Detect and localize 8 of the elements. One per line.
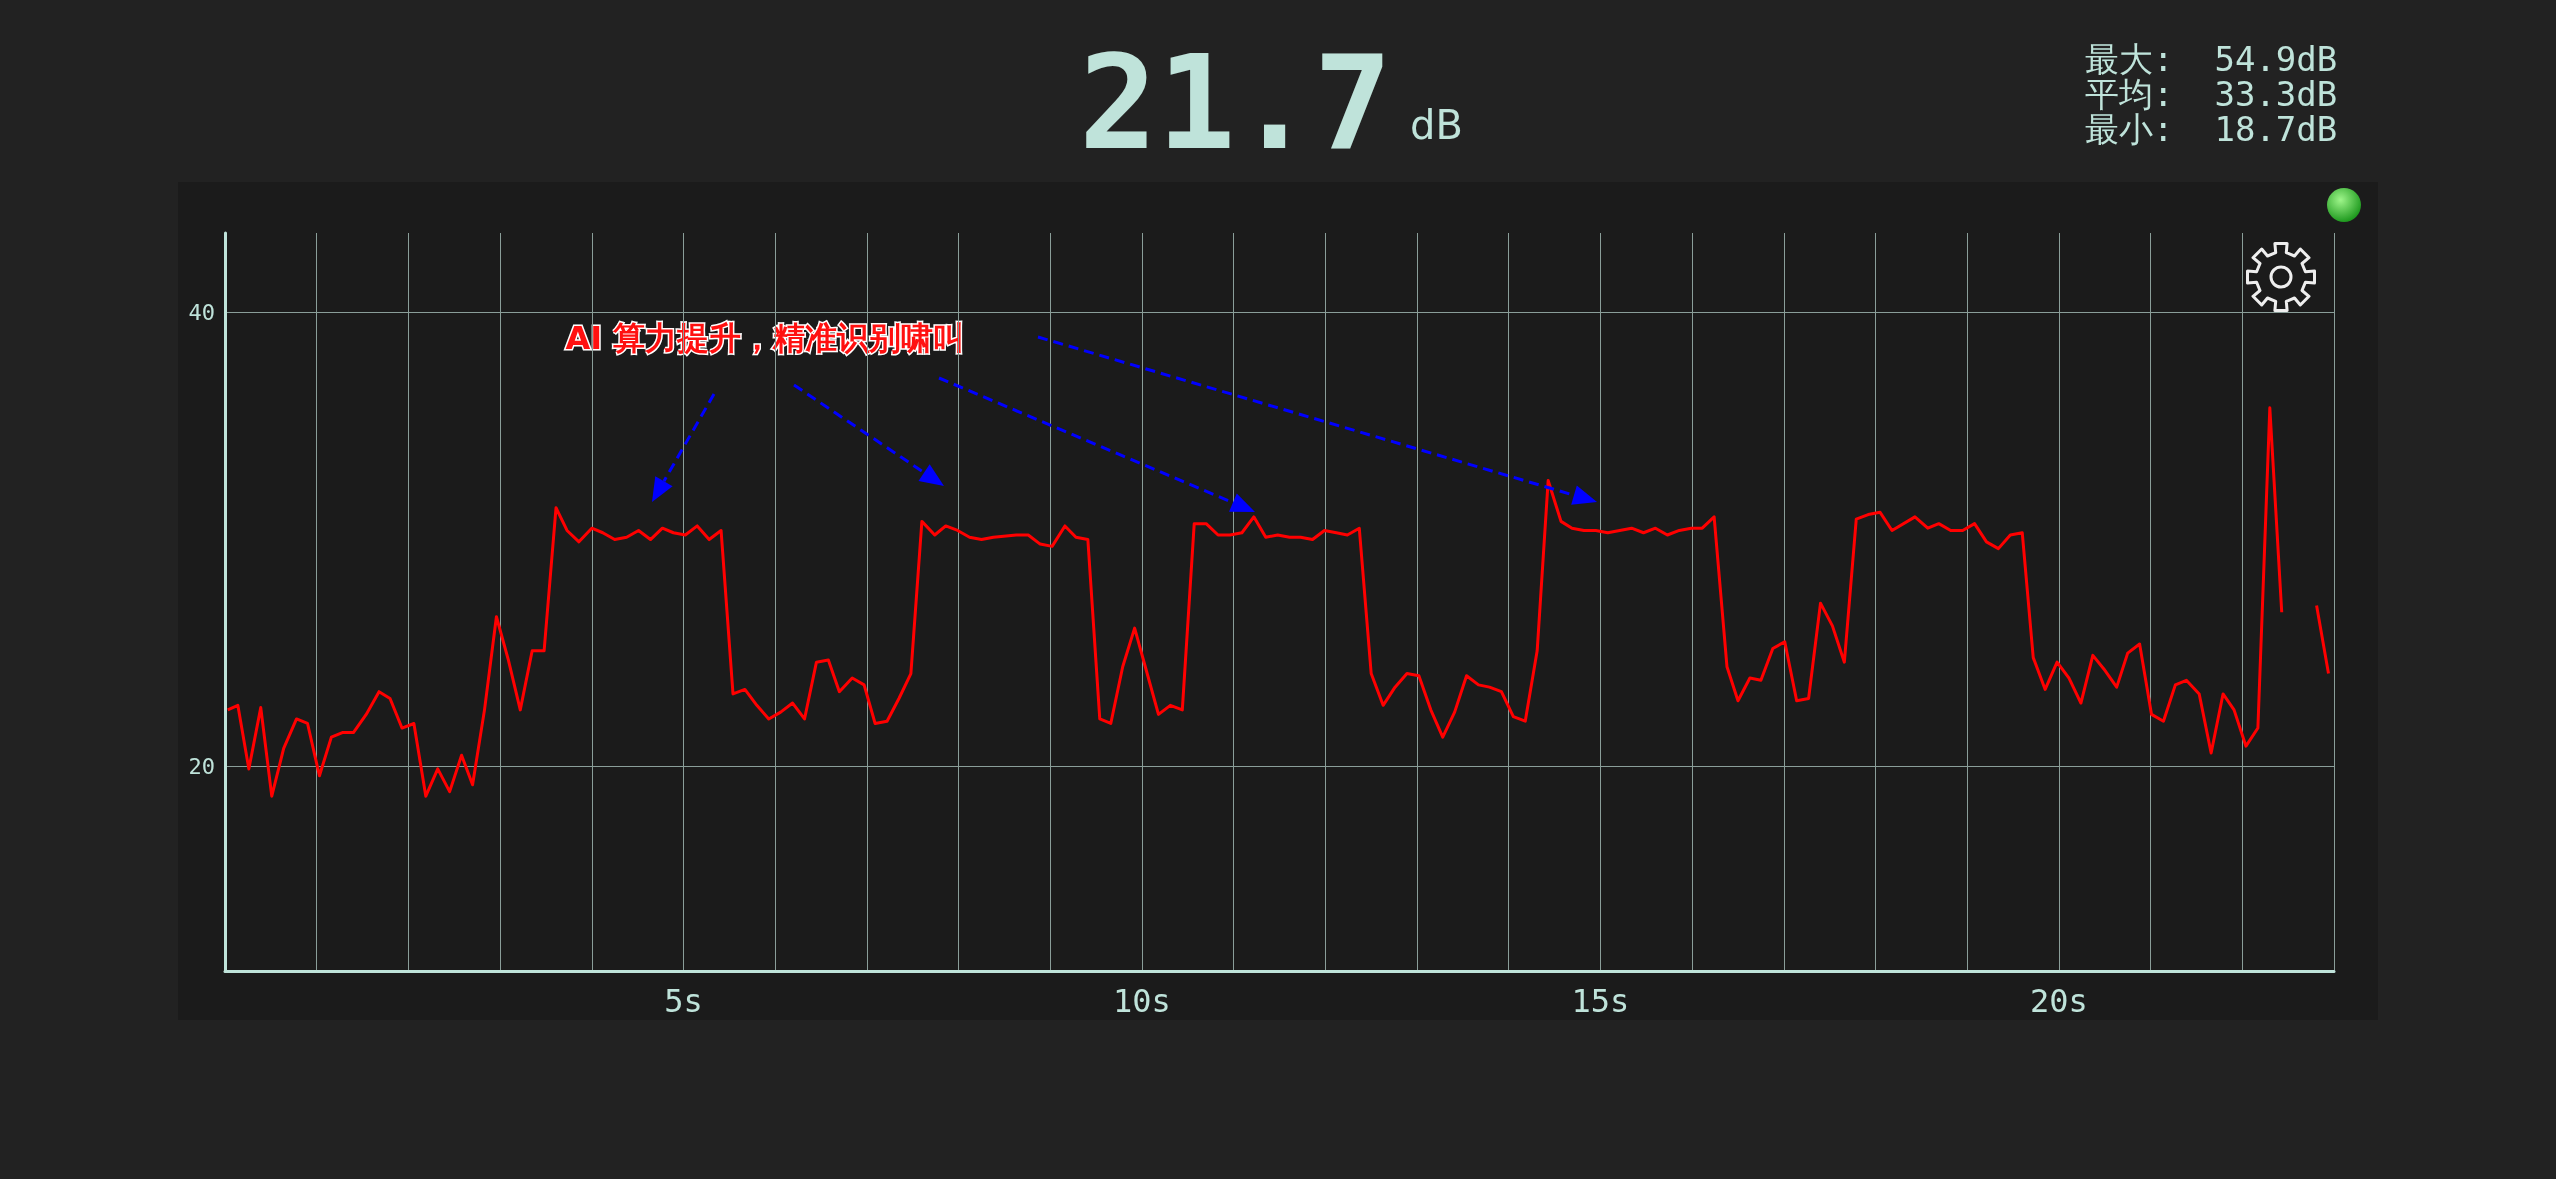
x-tick-label: 20s bbox=[2030, 982, 2088, 1020]
y-tick-label: 20 bbox=[188, 754, 215, 780]
x-tick-label: 10s bbox=[1113, 982, 1171, 1020]
x-tick-label: 15s bbox=[1571, 982, 1630, 1020]
x-tick-label: 5s bbox=[664, 982, 703, 1020]
chart-title: 21.7 bbox=[1078, 27, 1393, 179]
y-tick-label: 40 bbox=[188, 299, 215, 325]
chart-subtitle: dB bbox=[1410, 102, 1463, 148]
